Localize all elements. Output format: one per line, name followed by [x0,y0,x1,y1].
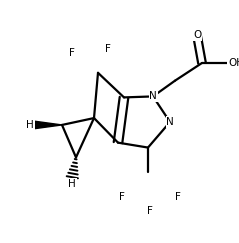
Text: F: F [105,44,111,54]
Text: H: H [26,120,34,130]
Text: OH: OH [228,58,239,68]
Text: O: O [193,30,201,40]
Text: F: F [175,192,181,202]
Text: F: F [147,207,153,217]
Text: F: F [119,192,125,202]
Polygon shape [34,121,62,129]
Text: F: F [69,48,75,58]
Text: N: N [166,117,174,127]
Text: N: N [149,91,157,101]
Text: H: H [68,179,76,189]
